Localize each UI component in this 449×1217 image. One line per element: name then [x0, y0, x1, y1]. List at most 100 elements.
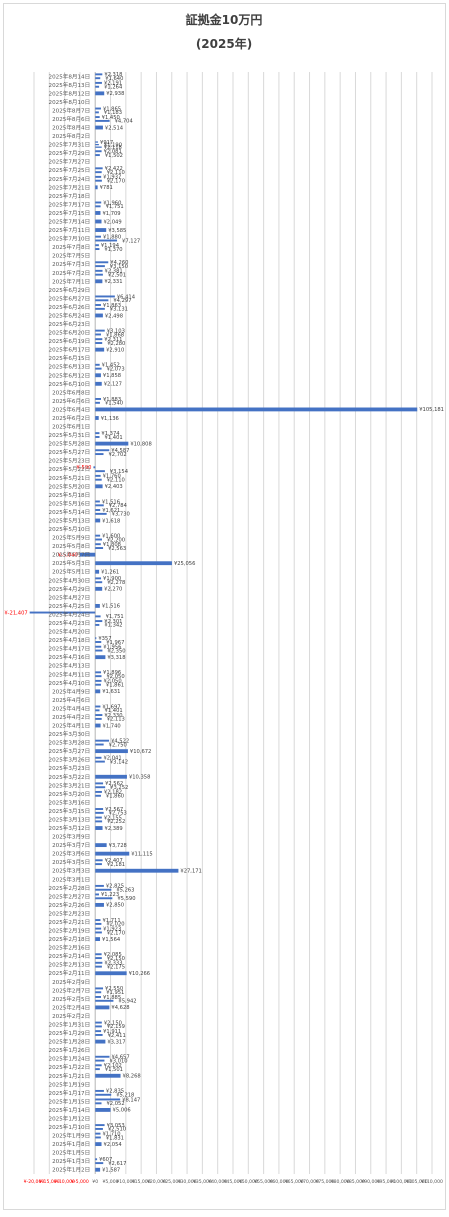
data-label: ¥2,278: [107, 580, 125, 586]
chart-title: 証拠金10万円: [186, 12, 263, 27]
bar: [95, 1102, 102, 1105]
category-label: 2025年7月15日: [49, 209, 91, 217]
category-label: 2025年3月1日: [52, 875, 90, 883]
bar: [95, 743, 104, 746]
category-label: 2025年5月16日: [49, 499, 91, 507]
category-label: 2025年2月14日: [49, 952, 91, 960]
bar: [95, 381, 102, 386]
bar: [95, 957, 102, 960]
data-label: ¥1,865: [103, 106, 121, 112]
bar: [95, 248, 100, 251]
data-label: ¥8,147: [122, 1097, 140, 1103]
data-label: ¥1,900: [103, 576, 121, 582]
category-label: 2025年3月5日: [52, 858, 90, 866]
chart-border: [3, 3, 446, 1210]
x-tick-label: ¥35,000: [193, 1179, 212, 1185]
bar: [95, 603, 100, 608]
bar: [95, 971, 127, 976]
x-tick-label: ¥90,000: [361, 1179, 380, 1185]
data-label: ¥2,150: [104, 1020, 122, 1026]
bar: [95, 760, 105, 763]
category-label: 2025年1月10日: [49, 1123, 91, 1131]
x-tick-label: ¥55,000: [254, 1179, 273, 1185]
data-label: ¥1,740: [103, 723, 121, 729]
data-label: ¥1,751: [106, 204, 124, 210]
bar: [95, 367, 102, 370]
data-label: ¥5,218: [116, 1093, 134, 1099]
bar: [95, 786, 106, 789]
category-label: 2025年6月13日: [49, 363, 91, 371]
data-label: ¥4,657: [111, 1055, 129, 1061]
bar: [95, 244, 99, 247]
bar: [95, 547, 104, 549]
bar: [95, 518, 101, 523]
category-label: 2025年6月15日: [49, 354, 91, 362]
bar: [95, 474, 101, 477]
bar: [95, 273, 103, 276]
category-label: 2025年6月12日: [49, 371, 91, 379]
data-label: ¥2,389: [105, 826, 123, 832]
category-label: 2025年4月25日: [49, 602, 91, 610]
bar: [95, 512, 107, 515]
category-labels: 2025年8月14日2025年8月13日2025年8月12日2025年8月10日…: [49, 72, 91, 1173]
bar: [95, 329, 105, 332]
bar: [95, 709, 100, 712]
data-label: ¥11,115: [131, 851, 152, 857]
category-label: 2025年6月24日: [49, 311, 91, 319]
data-label: ¥2,567: [105, 807, 123, 813]
bar: [95, 965, 102, 968]
bar: [95, 922, 102, 925]
data-label: ¥2,910: [106, 347, 124, 353]
category-label: 2025年1月31日: [49, 1021, 91, 1029]
category-label: 2025年7月31日: [49, 141, 91, 149]
category-label: 2025年2月26日: [49, 901, 91, 909]
bar: [95, 816, 102, 819]
data-label: ¥357: [98, 636, 111, 642]
bar: [95, 919, 101, 922]
category-label: 2025年3月3日: [52, 867, 90, 875]
data-label: ¥1,885: [103, 995, 121, 1001]
bar: [95, 1021, 102, 1024]
bar: [95, 432, 100, 435]
bar: [95, 851, 130, 856]
bar: [95, 111, 99, 114]
bar: [95, 363, 100, 366]
data-label: ¥1,631: [102, 689, 120, 695]
bar: [95, 675, 102, 678]
category-label: 2025年7月10日: [49, 235, 91, 243]
data-label: ¥3,317: [107, 1039, 125, 1045]
x-tick-label: ¥-20,000: [24, 1179, 45, 1185]
category-label: 2025年3月27日: [49, 747, 91, 755]
x-tick-label: ¥10,000: [116, 1179, 135, 1185]
bar: [95, 398, 101, 400]
data-label: ¥1,697: [102, 704, 120, 710]
category-label: 2025年4月6日: [52, 696, 90, 704]
data-label: ¥-21,407: [4, 610, 27, 616]
category-label: 2025年6月26日: [49, 303, 91, 311]
category-label: 2025年5月3日: [52, 559, 90, 567]
category-label: 2025年2月2日: [52, 1012, 90, 1020]
bar: [95, 534, 101, 537]
category-label: 2025年3月16日: [49, 798, 91, 806]
data-label: ¥105,181: [419, 407, 444, 413]
x-tick-label: ¥75,000: [315, 1179, 334, 1185]
data-label: ¥2,301: [104, 619, 122, 625]
data-label: ¥1,450: [102, 115, 120, 121]
data-label: ¥2,050: [104, 679, 122, 685]
bar: [95, 333, 101, 336]
data-label: ¥27,171: [180, 869, 201, 875]
bar: [95, 500, 100, 503]
data-label: ¥2,110: [107, 477, 125, 483]
x-tick-label: ¥40,000: [208, 1179, 227, 1185]
bar: [95, 1089, 104, 1092]
data-label: ¥1,860: [106, 794, 124, 800]
data-label: ¥2,350: [107, 648, 125, 654]
data-label: ¥2,750: [109, 742, 127, 748]
data-label: ¥2,159: [107, 1024, 125, 1030]
category-label: 2025年1月26日: [49, 1046, 91, 1054]
bar: [95, 586, 103, 591]
category-label: 2025年4月17日: [49, 645, 91, 653]
category-label: 2025年1月17日: [49, 1089, 91, 1097]
data-label: ¥2,175: [107, 964, 125, 970]
category-label: 2025年8月6日: [52, 115, 90, 123]
